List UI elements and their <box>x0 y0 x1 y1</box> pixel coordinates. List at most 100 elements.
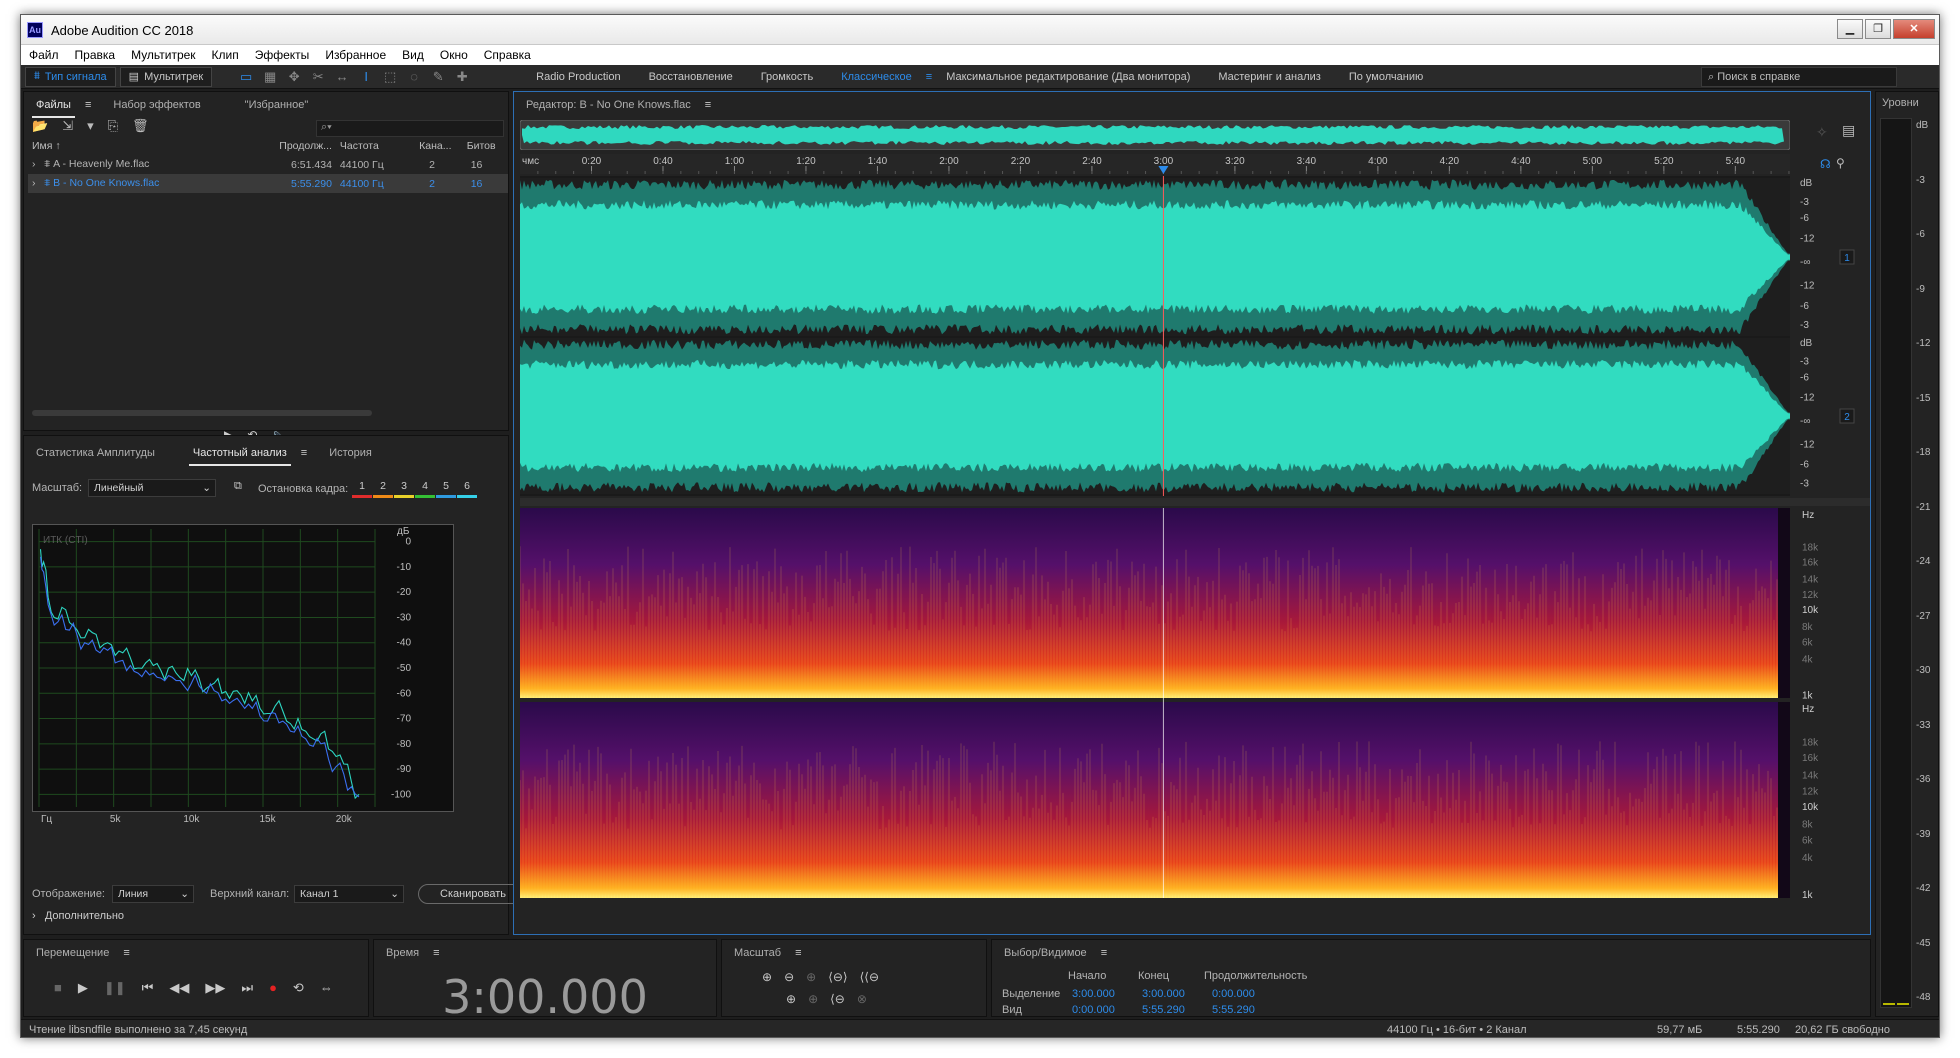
files-menu-icon[interactable]: ≡ <box>84 99 92 111</box>
zoom-out-full-both-icon[interactable]: ⟨⟨⊖ <box>859 970 880 984</box>
pause-icon[interactable]: ❚❚ <box>103 980 126 995</box>
selection-start-field[interactable]: 3:00.000 <box>1072 988 1115 1000</box>
transport-menu-icon[interactable]: ≡ <box>123 947 130 959</box>
menu-window[interactable]: Окно <box>439 48 468 62</box>
workspace-default[interactable]: По умолчанию <box>1348 70 1424 83</box>
help-search-input[interactable]: ⌕ Поиск в справке <box>1701 67 1897 87</box>
menu-effects[interactable]: Эффекты <box>254 48 310 62</box>
zoom-menu-icon[interactable]: ≡ <box>795 947 802 959</box>
zoom-out-full-icon[interactable]: ⟨⊖⟩ <box>828 970 848 984</box>
close-button[interactable]: ✕ <box>1893 19 1935 39</box>
workspace-max-editing[interactable]: Максимальное редактирование (Два монитор… <box>946 70 1191 83</box>
time-menu-icon[interactable]: ≡ <box>433 947 440 959</box>
play-icon[interactable]: ▶ <box>77 980 88 995</box>
go-to-end-icon[interactable]: ⏭ <box>241 980 254 995</box>
zoom-in-amplitude-icon[interactable]: ⊕ <box>762 970 773 984</box>
tab-frequency-analysis[interactable]: Частотный анализ <box>181 440 299 466</box>
zoom-to-selection-icon[interactable]: ⊕ <box>786 992 797 1006</box>
tab-amplitude-stats[interactable]: Статистика Амплитуды <box>36 447 155 459</box>
minimize-button[interactable]: ▁ <box>1837 19 1863 39</box>
workspace-menu-icon[interactable]: ≡ <box>925 70 933 83</box>
column-rate[interactable]: Частота <box>339 139 379 152</box>
zoom-out-amplitude-icon[interactable]: ⊖ <box>784 970 795 984</box>
column-duration[interactable]: Продолж... <box>279 139 332 152</box>
view-end-field[interactable]: 5:55.290 <box>1142 1004 1185 1016</box>
analysis-menu-icon[interactable]: ≡ <box>300 447 308 459</box>
workspace-radio-production[interactable]: Radio Production <box>536 70 621 83</box>
pin-icon[interactable]: ⚲ <box>1836 156 1845 170</box>
menu-help[interactable]: Справка <box>483 48 531 62</box>
freeze-button-2[interactable]: 2 <box>373 478 393 498</box>
brush-tool-icon[interactable]: ✎ <box>432 68 444 84</box>
table-row[interactable]: › ⩨ A - Heavenly Me.flac 6:51.434 44100 … <box>28 155 508 174</box>
waveform-display[interactable] <box>520 176 1790 496</box>
expand-icon[interactable]: › <box>32 158 36 170</box>
tab-history[interactable]: История <box>329 447 372 459</box>
time-ruler[interactable]: чмс 0:20 0:40 1:00 1:20 1:40 2:00 2:20 2:40 3:00 3… <box>520 154 1790 174</box>
tab-favorites[interactable]: "Избранное" <box>244 99 309 111</box>
menu-clip[interactable]: Клип <box>211 48 239 62</box>
files-search-input[interactable]: ⌕▾ <box>316 120 504 137</box>
lasso-tool-icon[interactable]: ◌ <box>410 68 419 84</box>
stop-icon[interactable]: ■ <box>54 980 62 995</box>
import-file-icon[interactable]: ⇲ <box>62 118 74 133</box>
tab-files[interactable]: Файлы <box>24 92 83 118</box>
zoom-selection-out-icon[interactable]: ⟨⊖ <box>830 992 845 1006</box>
selection-duration-field[interactable]: 0:00.000 <box>1212 988 1255 1000</box>
selection-menu-icon[interactable]: ≡ <box>1100 947 1108 959</box>
zoom-reset-icon[interactable]: ⊗ <box>856 992 867 1006</box>
tab-effects-rack[interactable]: Набор эффектов <box>113 99 201 111</box>
maximize-button[interactable]: ❐ <box>1865 19 1891 39</box>
new-file-icon[interactable]: ▾ <box>87 118 94 133</box>
marquee-tool-icon[interactable]: ⬚ <box>384 68 397 84</box>
slip-tool-icon[interactable]: ↔ <box>335 68 349 84</box>
workspace-mastering[interactable]: Мастеринг и анализ <box>1218 70 1321 83</box>
freeze-icon[interactable]: ⧉ <box>234 480 242 492</box>
advanced-toggle[interactable]: › Дополнительно <box>32 910 124 922</box>
column-name[interactable]: Имя ↑ <box>32 139 61 152</box>
healing-tool-icon[interactable]: ✚ <box>456 68 468 84</box>
scale-dropdown[interactable]: Линейный ⌄ <box>88 479 216 497</box>
freeze-button-4[interactable]: 4 <box>415 478 435 498</box>
menu-favorites[interactable]: Избранное <box>325 48 387 62</box>
menu-view[interactable]: Вид <box>402 48 424 62</box>
waveform-mode-button[interactable]: ⩩ Тип сигнала <box>25 66 116 87</box>
zoom-in-time-icon[interactable]: ⊕ <box>806 970 817 984</box>
razor-tool-icon[interactable]: ✂ <box>312 68 324 84</box>
insert-multitrack-icon[interactable]: ⎘ <box>107 118 119 133</box>
freeze-button-3[interactable]: 3 <box>394 478 414 498</box>
spectral-display[interactable] <box>520 508 1790 898</box>
skip-icon[interactable]: ⇔ <box>319 980 333 995</box>
scroll-icon[interactable]: ▤ <box>1842 122 1856 138</box>
overview-navigator[interactable] <box>520 120 1790 150</box>
workspace-loudness[interactable]: Громкость <box>760 70 814 83</box>
workspace-classic[interactable]: Классическое <box>841 70 912 83</box>
open-file-icon[interactable]: 📂 <box>32 118 49 133</box>
expand-icon[interactable]: › <box>32 177 36 189</box>
freeze-button-6[interactable]: 6 <box>457 478 477 498</box>
files-scrollbar[interactable] <box>32 410 372 416</box>
scan-button[interactable]: Сканировать <box>418 884 528 904</box>
selection-end-field[interactable]: 3:00.000 <box>1142 988 1185 1000</box>
editor-menu-icon[interactable]: ≡ <box>704 99 712 111</box>
loop-icon[interactable]: ⟲ <box>292 980 304 995</box>
menu-multitrack[interactable]: Мультитрек <box>131 48 196 62</box>
zoom-selection-in-icon[interactable]: ⊕ <box>808 992 819 1006</box>
workspace-restoration[interactable]: Восстановление <box>648 70 733 83</box>
waveform-view-icon[interactable]: ▭ <box>240 68 253 84</box>
channel-dropdown[interactable]: Канал 1 ⌄ <box>294 885 404 903</box>
menu-edit[interactable]: Правка <box>74 48 116 62</box>
multitrack-mode-button[interactable]: ▤ Мультитрек <box>119 66 213 87</box>
view-duration-field[interactable]: 5:55.290 <box>1212 1004 1255 1016</box>
column-channels[interactable]: Кана... <box>419 139 452 152</box>
move-tool-icon[interactable]: ✥ <box>288 68 300 84</box>
display-dropdown[interactable]: Линия ⌄ <box>112 885 194 903</box>
time-selection-tool-icon[interactable]: I <box>364 68 368 84</box>
spectral-view-icon[interactable]: ▦ <box>264 68 277 84</box>
fast-forward-icon[interactable]: ▶▶ <box>205 980 226 995</box>
menu-file[interactable]: Файл <box>29 48 59 62</box>
freeze-button-1[interactable]: 1 <box>352 478 372 498</box>
zoom-lock-icon[interactable]: ✧ <box>1816 124 1828 140</box>
go-to-start-icon[interactable]: ⏮ <box>141 980 154 995</box>
view-start-field[interactable]: 0:00.000 <box>1072 1004 1115 1016</box>
